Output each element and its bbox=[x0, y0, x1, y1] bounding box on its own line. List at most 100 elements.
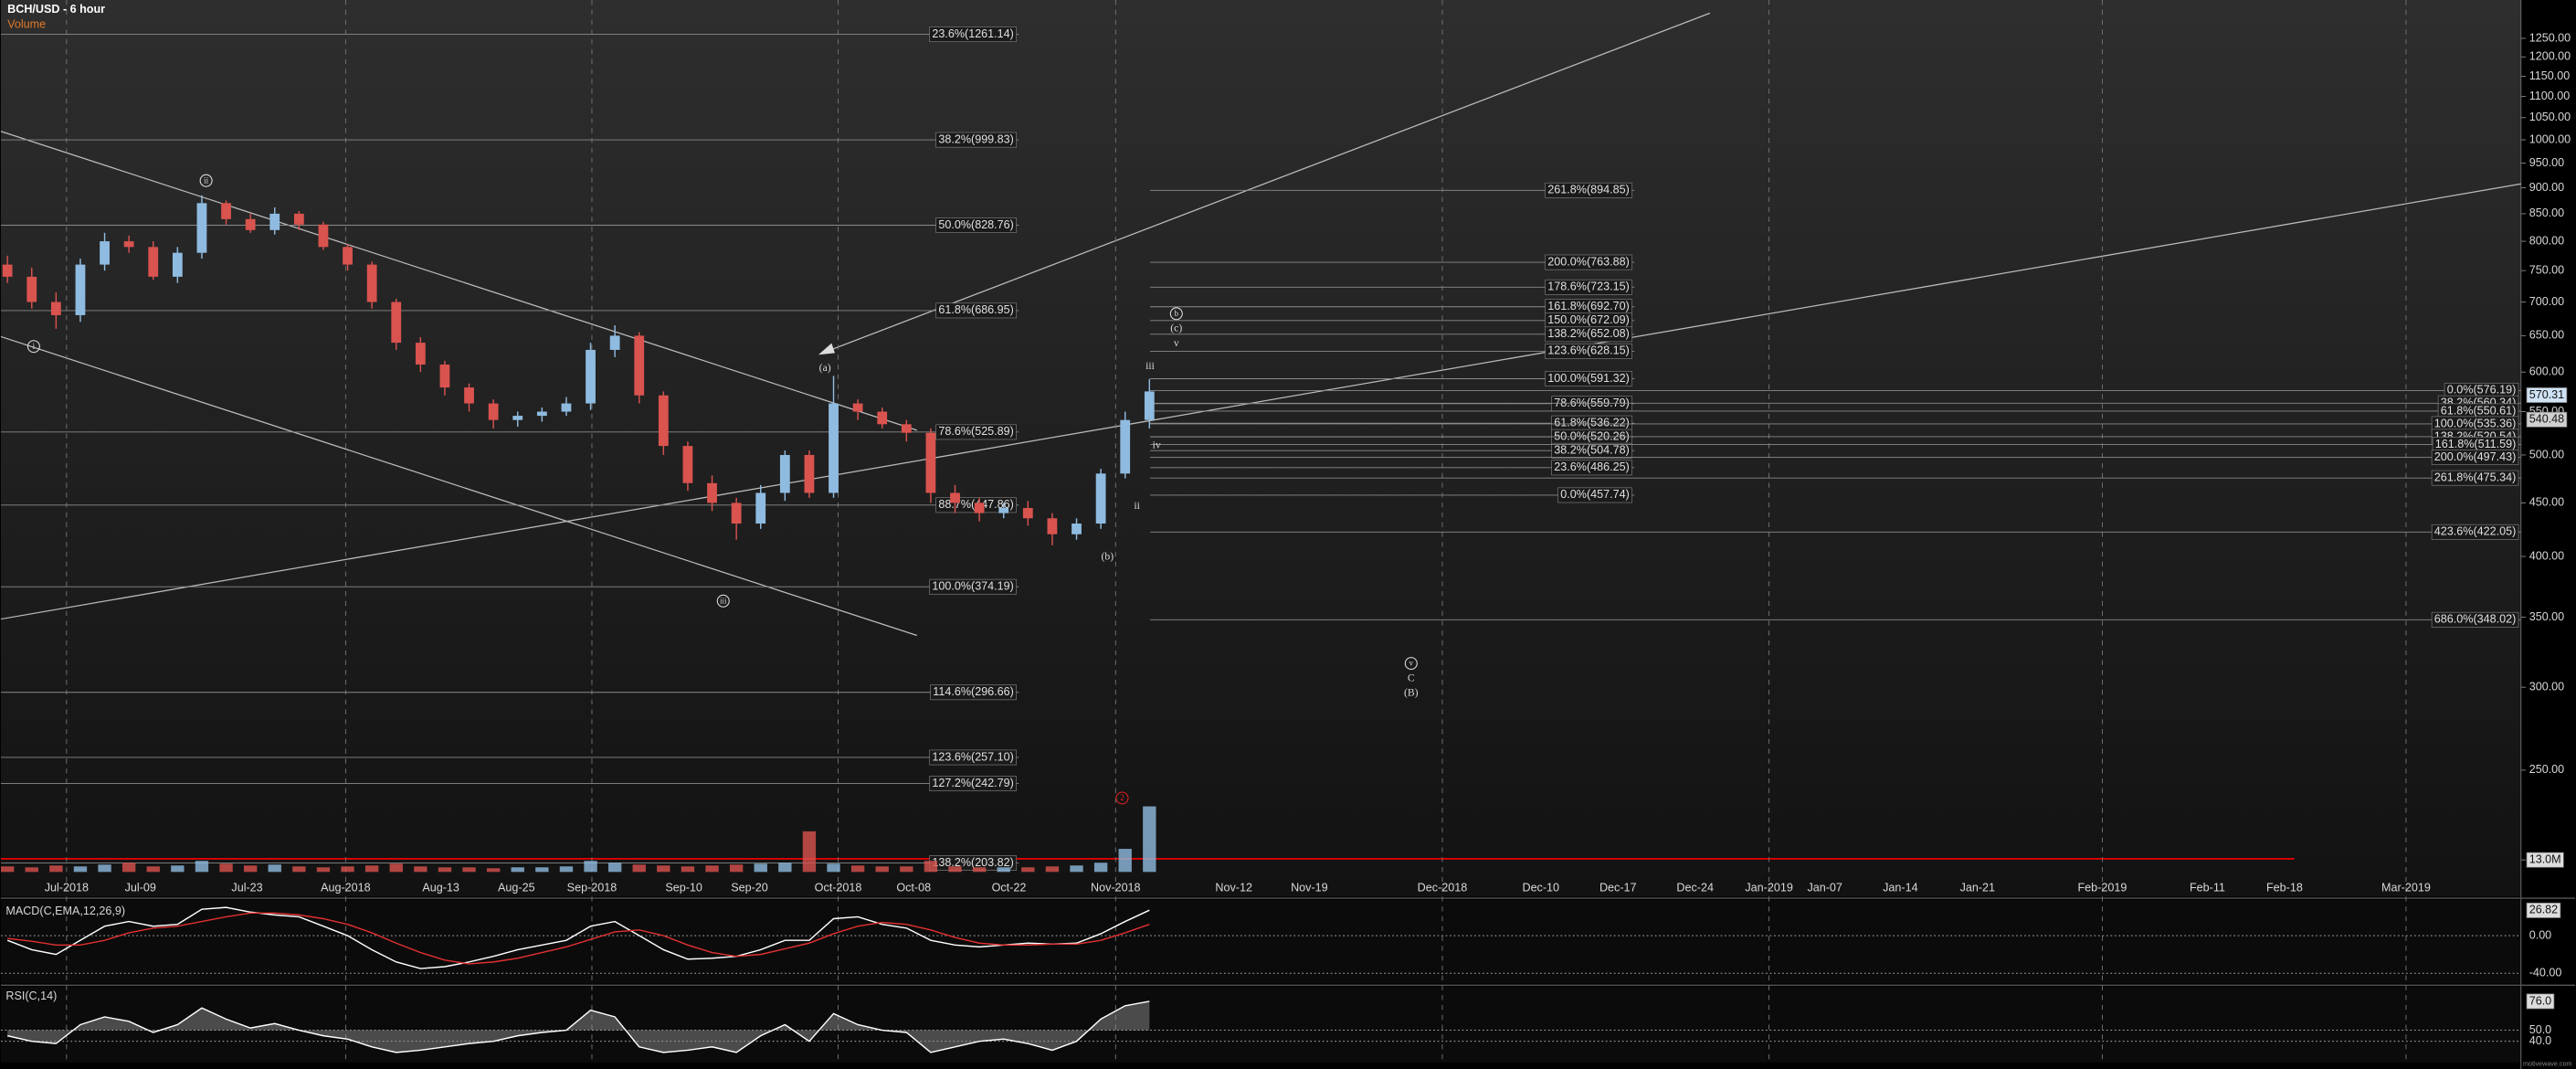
wave-label: v bbox=[1174, 337, 1179, 349]
fib-label: 127.2%(242.79) bbox=[932, 777, 1014, 789]
macd-pane bbox=[0, 899, 2521, 984]
volume-bar bbox=[778, 863, 792, 873]
volume-bar bbox=[49, 865, 63, 873]
fib-label: 150.0%(672.09) bbox=[1547, 313, 1630, 326]
volume-tick-label: 13.0M bbox=[2529, 853, 2561, 866]
fib-label-box bbox=[935, 302, 1017, 319]
indicator-line bbox=[7, 912, 1150, 965]
y-tick-label: 600.00 bbox=[2529, 365, 2564, 378]
x-tick-label: Oct-2018 bbox=[815, 882, 862, 894]
x-tick-label: Feb-18 bbox=[2266, 882, 2303, 894]
last-value-label-box bbox=[2526, 902, 2561, 918]
candle-body bbox=[1095, 473, 1106, 524]
x-tick-label: Oct-08 bbox=[896, 882, 931, 894]
candle-body bbox=[512, 416, 523, 420]
fib-label: 123.6%(257.10) bbox=[932, 750, 1014, 763]
volume-bar bbox=[268, 864, 281, 873]
candle-body bbox=[707, 482, 717, 503]
candle-body bbox=[50, 302, 61, 315]
x-tick-label: Aug-13 bbox=[422, 882, 459, 894]
last-value-label-box bbox=[2526, 993, 2555, 1010]
volume-bar bbox=[73, 866, 88, 873]
y-tick-label: 800.00 bbox=[2529, 234, 2564, 247]
x-tick-label: Nov-12 bbox=[1215, 882, 1252, 894]
annotation-circle bbox=[716, 594, 730, 608]
candle-body bbox=[901, 424, 912, 433]
fib-label-box bbox=[929, 26, 1017, 43]
x-tick-label: Dec-17 bbox=[1599, 882, 1637, 894]
fib-label: 61.8%(686.95) bbox=[938, 303, 1014, 316]
candle-body bbox=[804, 454, 815, 493]
y-tick-label: 350.00 bbox=[2529, 610, 2564, 623]
volume-bar bbox=[632, 864, 646, 873]
y-tick-label: 1050.00 bbox=[2529, 111, 2571, 123]
candle-body bbox=[974, 503, 985, 513]
x-tick-label: Aug-25 bbox=[498, 882, 535, 894]
candle-body bbox=[682, 446, 693, 483]
wave-label: b bbox=[1175, 309, 1179, 318]
fib-label-box bbox=[1551, 442, 1632, 459]
fib-label-box bbox=[935, 132, 1017, 148]
candle-body bbox=[123, 241, 134, 248]
volume-bar bbox=[827, 863, 840, 873]
x-tick-label: Jul-09 bbox=[125, 882, 156, 894]
x-tick-label: Oct-22 bbox=[992, 882, 1027, 894]
wave-label: i bbox=[33, 342, 36, 351]
volume-bar bbox=[98, 864, 111, 873]
trend-line bbox=[0, 131, 918, 431]
y-tick-label: 750.00 bbox=[2529, 264, 2564, 277]
volume-bar bbox=[121, 863, 136, 873]
volume-bar bbox=[292, 866, 306, 873]
volume-bar bbox=[850, 865, 865, 873]
candle-body bbox=[439, 365, 450, 388]
fib-label: 100.0%(374.19) bbox=[932, 580, 1014, 593]
fib-label: 100.0%(535.36) bbox=[2434, 417, 2517, 429]
candle-body bbox=[561, 403, 572, 412]
price-pane bbox=[0, 0, 2521, 897]
candle-body bbox=[1120, 419, 1131, 474]
arrow-head bbox=[818, 343, 835, 355]
x-tick-label: Jul-2018 bbox=[45, 882, 89, 894]
fib-label: 261.8%(475.34) bbox=[2434, 471, 2517, 483]
candle-body bbox=[343, 247, 353, 265]
annotation-circle bbox=[26, 340, 40, 354]
fib-label: 200.0%(497.43) bbox=[2434, 450, 2517, 463]
annotation-circle bbox=[1115, 791, 1129, 805]
chart-title: BCH/USD - 6 hour bbox=[7, 3, 105, 16]
x-tick-label: Nov-2018 bbox=[1091, 882, 1141, 894]
volume-bar bbox=[1045, 866, 1060, 873]
x-tick-label: Sep-2018 bbox=[567, 882, 618, 894]
fib-label: 178.6%(723.15) bbox=[1547, 280, 1630, 293]
fib-label-box bbox=[1545, 343, 1632, 359]
fib-label-box bbox=[935, 217, 1017, 233]
y-tick-label: 0.00 bbox=[2529, 928, 2551, 941]
x-tick-label: Dec-10 bbox=[1522, 882, 1559, 894]
wave-label: (c) bbox=[1170, 323, 1182, 334]
last-value-label: 76.0 bbox=[2529, 994, 2551, 1007]
wave-label: (a) bbox=[819, 362, 831, 374]
fib-label: 161.8%(511.59) bbox=[2435, 438, 2517, 450]
y-tick-label: 450.00 bbox=[2529, 496, 2564, 509]
candle-body bbox=[221, 203, 231, 219]
annotation-circle bbox=[199, 174, 213, 187]
y-tick-label: 500.00 bbox=[2529, 448, 2564, 460]
rsi-pane bbox=[0, 987, 2521, 1063]
volume-bar bbox=[535, 867, 549, 873]
volume-bar bbox=[0, 866, 15, 873]
x-tick-label: Mar-2019 bbox=[2381, 882, 2431, 894]
fib-label-box bbox=[1545, 371, 1632, 386]
fib-label: 114.6%(296.66) bbox=[933, 685, 1014, 698]
volume-bar bbox=[171, 865, 185, 873]
x-tick-label: Jan-21 bbox=[1960, 882, 1995, 894]
macd-title: MACD(C,EMA,12,26,9) bbox=[5, 905, 125, 917]
candle-body bbox=[1047, 518, 1058, 534]
candle-body bbox=[100, 241, 110, 265]
x-tick-label: Dec-2018 bbox=[1418, 882, 1468, 894]
wave-label: C bbox=[1408, 672, 1415, 683]
fib-label: 686.0%(348.02) bbox=[2434, 613, 2517, 626]
fib-label: 38.2%(504.78) bbox=[1554, 444, 1630, 457]
candle-body bbox=[755, 492, 766, 524]
last-price-label: 540.48 bbox=[2529, 413, 2564, 426]
